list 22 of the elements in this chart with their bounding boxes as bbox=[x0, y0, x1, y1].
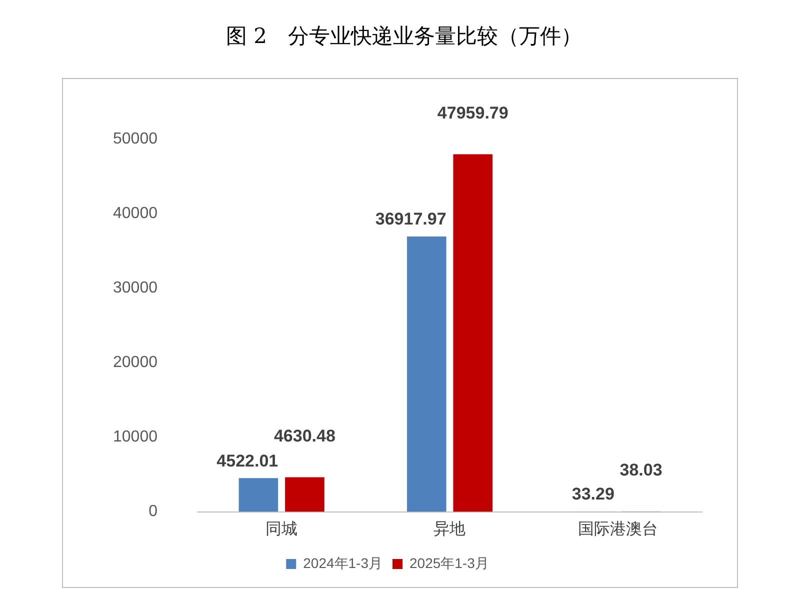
data-label: 36917.97 bbox=[375, 210, 446, 229]
y-tick-label: 50000 bbox=[112, 130, 158, 148]
y-tick-label: 20000 bbox=[112, 354, 158, 372]
data-label: 38.03 bbox=[620, 460, 662, 480]
data-label: 33.29 bbox=[572, 484, 614, 504]
bar bbox=[453, 154, 493, 512]
y-tick-label: 30000 bbox=[112, 280, 158, 297]
legend-label: 2025年1-3月 bbox=[410, 554, 489, 571]
bar bbox=[285, 477, 324, 512]
y-tick-label: 40000 bbox=[112, 204, 158, 222]
data-label: 4630.48 bbox=[274, 426, 336, 446]
x-tick-label: 同城 bbox=[266, 520, 298, 538]
legend-label: 2024年1-3月 bbox=[303, 554, 383, 571]
bar bbox=[238, 478, 278, 512]
x-tick-label: 国际港澳台 bbox=[578, 520, 658, 538]
data-label: 4522.01 bbox=[216, 451, 278, 470]
x-tick-label: 异地 bbox=[434, 520, 466, 538]
y-tick-label: 0 bbox=[148, 503, 158, 520]
y-tick-label: 10000 bbox=[112, 428, 158, 446]
bar bbox=[406, 236, 446, 512]
chart-title: 图 2 分专业快递业务量比较（万件） bbox=[224, 23, 584, 50]
data-label: 47959.79 bbox=[437, 103, 508, 122]
